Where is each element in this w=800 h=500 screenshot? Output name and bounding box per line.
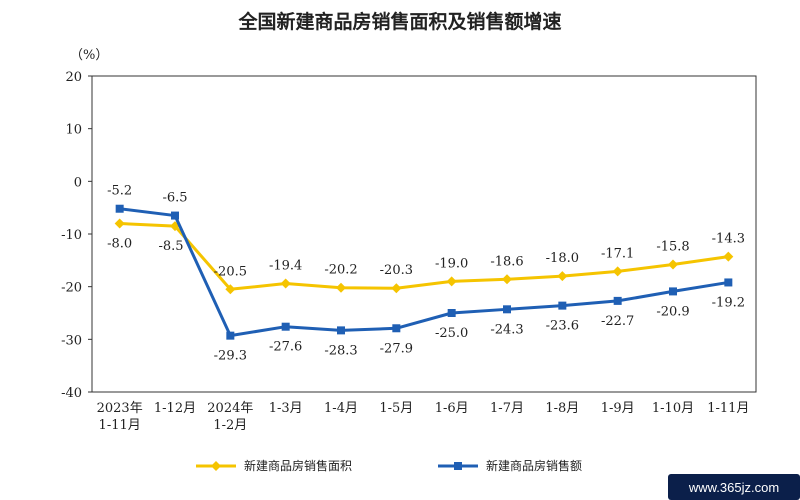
x-tick-label: 1-11月 — [707, 401, 749, 416]
x-tick-label: 2024年 — [207, 401, 253, 416]
data-label: -19.2 — [712, 295, 745, 310]
data-point — [502, 274, 512, 285]
data-label: -5.2 — [107, 184, 132, 199]
data-point — [336, 282, 346, 293]
x-tick-label: 1-3月 — [269, 401, 303, 416]
data-point — [446, 276, 457, 287]
data-point — [668, 259, 678, 270]
data-point — [724, 278, 733, 287]
data-label: -22.7 — [601, 314, 634, 329]
data-label: -23.6 — [546, 319, 579, 334]
series-2 — [115, 204, 733, 340]
plot-frame — [91, 75, 757, 393]
data-label: -19.4 — [269, 259, 302, 274]
data-point — [613, 296, 622, 305]
data-label: -19.0 — [435, 256, 468, 271]
x-tick-label: 2023年 — [97, 401, 143, 416]
data-label: -17.1 — [601, 246, 634, 261]
data-label: -28.3 — [324, 343, 357, 358]
legend-marker — [454, 462, 462, 470]
legend-item: 新建商品房销售面积 — [196, 458, 352, 473]
data-point — [337, 326, 345, 335]
y-tick-label: 20 — [65, 70, 82, 85]
data-point — [557, 271, 568, 282]
data-label: -8.5 — [158, 239, 183, 254]
data-point — [226, 331, 235, 340]
x-tick-label: 1-4月 — [324, 401, 358, 416]
x-tick-label: 1-2月 — [213, 418, 247, 433]
data-label: -20.3 — [380, 263, 413, 278]
data-label: -6.5 — [162, 191, 187, 206]
data-label: -29.3 — [214, 349, 247, 364]
data-label: -24.3 — [490, 322, 523, 337]
data-label: -27.9 — [380, 341, 413, 356]
x-tick-label: 1-6月 — [435, 401, 469, 416]
chart-title: 全国新建商品房销售面积及销售额增速 — [237, 10, 561, 33]
data-label: -15.8 — [656, 240, 689, 255]
y-tick-label: -40 — [61, 386, 82, 401]
x-tick-label: 1-7月 — [490, 401, 524, 416]
axes: 20 10 0 -10 -20 -30 -40 2023年 1-11月 1-12月 2024年 1-2… — [61, 70, 757, 433]
data-point — [723, 251, 734, 262]
legend: 新建商品房销售面积 新建商品房销售额 — [196, 458, 582, 473]
watermark-box — [668, 474, 800, 500]
data-point — [281, 322, 290, 331]
data-point — [612, 266, 623, 277]
y-tick-label: 0 — [74, 175, 82, 190]
data-point — [669, 287, 677, 296]
x-tick-label: 1-5月 — [379, 401, 413, 416]
legend-marker — [211, 461, 221, 471]
x-tick-label: 1-9月 — [601, 401, 635, 416]
data-label: -25.0 — [435, 326, 468, 341]
data-labels: -8.0 -8.5 -20.5 -19.4 -20.2 -20.3 -19.0 -18.6 -1… — [107, 184, 745, 364]
watermark-text: www.365jz.com — [688, 480, 779, 495]
data-point — [225, 284, 236, 295]
data-point — [171, 211, 179, 220]
data-label: -18.6 — [490, 254, 523, 269]
data-point — [447, 309, 456, 317]
y-tick-label: -20 — [61, 281, 82, 296]
series-1 — [114, 218, 734, 295]
data-point — [558, 301, 567, 310]
data-point — [114, 218, 125, 229]
series-line — [119, 221, 729, 291]
y-tick-label: -30 — [61, 333, 82, 348]
data-point — [392, 324, 401, 333]
legend-item: 新建商品房销售额 — [438, 458, 582, 473]
series-line — [119, 207, 729, 338]
data-point — [391, 283, 402, 294]
data-point — [503, 305, 511, 314]
legend-label: 新建商品房销售面积 — [244, 458, 352, 473]
y-unit-label: （%） — [70, 48, 108, 63]
y-tick-label: 10 — [65, 123, 82, 138]
watermark: www.365jz.com — [668, 474, 800, 500]
x-tick-label: 1-8月 — [545, 401, 579, 416]
data-label: -20.2 — [324, 263, 357, 278]
data-point — [280, 278, 291, 289]
series-layer: -8.0 -8.5 -20.5 -19.4 -20.2 -20.3 -19.0 -18.6 -1… — [107, 184, 745, 364]
data-label: -27.6 — [269, 340, 302, 355]
data-label: -14.3 — [712, 232, 745, 247]
y-tick-label: -10 — [61, 228, 82, 243]
x-tick-label: 1-10月 — [652, 401, 694, 416]
data-label: -20.5 — [214, 264, 247, 279]
data-point — [115, 204, 124, 213]
data-label: -8.0 — [107, 236, 132, 251]
x-tick-label: 1-11月 — [99, 418, 141, 433]
legend-label: 新建商品房销售额 — [486, 458, 582, 473]
x-tick-label: 1-12月 — [154, 401, 196, 416]
data-label: -18.0 — [546, 251, 579, 266]
data-label: -20.9 — [656, 304, 689, 319]
